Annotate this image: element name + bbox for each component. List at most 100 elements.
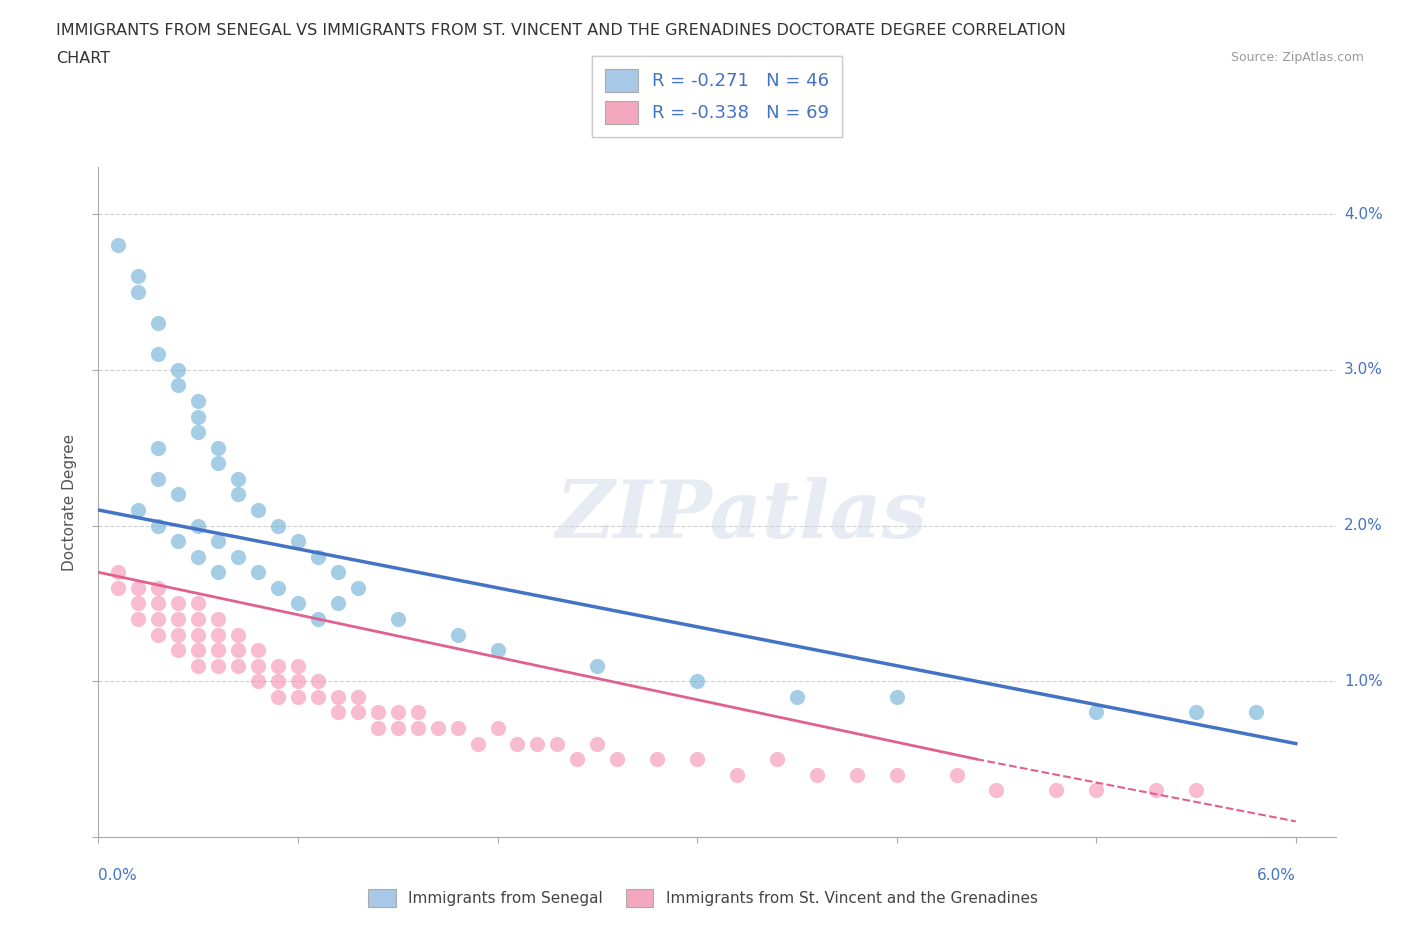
Point xyxy=(1185,783,1208,798)
Point xyxy=(486,721,509,736)
Point xyxy=(247,674,270,689)
Point xyxy=(148,472,170,486)
Point xyxy=(387,721,409,736)
Point xyxy=(167,643,190,658)
Point xyxy=(187,596,209,611)
Point xyxy=(167,378,190,392)
Point xyxy=(187,627,209,642)
Point xyxy=(606,751,628,766)
Point xyxy=(207,440,229,455)
Point xyxy=(426,721,449,736)
Point xyxy=(148,347,170,362)
Point xyxy=(506,737,529,751)
Text: 4.0%: 4.0% xyxy=(1344,206,1382,221)
Y-axis label: Doctorate Degree: Doctorate Degree xyxy=(62,433,77,571)
Point xyxy=(287,689,309,704)
Point xyxy=(786,689,808,704)
Point xyxy=(307,612,329,627)
Point xyxy=(686,751,709,766)
Point xyxy=(387,612,409,627)
Point xyxy=(187,550,209,565)
Point xyxy=(226,643,249,658)
Point xyxy=(347,689,370,704)
Point xyxy=(886,767,908,782)
Point xyxy=(187,518,209,533)
Point xyxy=(127,502,149,517)
Point xyxy=(1085,705,1108,720)
Point xyxy=(307,550,329,565)
Point xyxy=(287,674,309,689)
Point xyxy=(226,487,249,502)
Point xyxy=(1085,783,1108,798)
Point xyxy=(187,409,209,424)
Point xyxy=(347,705,370,720)
Point xyxy=(187,612,209,627)
Point xyxy=(467,737,489,751)
Point xyxy=(207,565,229,579)
Point xyxy=(526,737,548,751)
Point xyxy=(645,751,668,766)
Point xyxy=(326,705,349,720)
Point xyxy=(1244,705,1267,720)
Point xyxy=(187,425,209,440)
Point xyxy=(207,627,229,642)
Point xyxy=(247,565,270,579)
Point xyxy=(686,674,709,689)
Point xyxy=(207,534,229,549)
Point xyxy=(307,674,329,689)
Point xyxy=(187,393,209,408)
Point xyxy=(586,737,609,751)
Point xyxy=(247,658,270,673)
Point xyxy=(187,643,209,658)
Point xyxy=(148,315,170,330)
Point xyxy=(148,580,170,595)
Point xyxy=(148,596,170,611)
Point xyxy=(226,627,249,642)
Point xyxy=(127,596,149,611)
Legend: R = -0.271   N = 46, R = -0.338   N = 69: R = -0.271 N = 46, R = -0.338 N = 69 xyxy=(592,56,842,137)
Point xyxy=(267,518,290,533)
Point xyxy=(148,627,170,642)
Point xyxy=(107,580,129,595)
Point xyxy=(567,751,589,766)
Text: 6.0%: 6.0% xyxy=(1257,868,1296,883)
Point xyxy=(287,658,309,673)
Point xyxy=(446,627,468,642)
Point xyxy=(367,721,389,736)
Point xyxy=(207,643,229,658)
Point xyxy=(886,689,908,704)
Point xyxy=(127,285,149,299)
Point xyxy=(167,596,190,611)
Point xyxy=(226,472,249,486)
Point xyxy=(1144,783,1167,798)
Point xyxy=(406,721,429,736)
Point xyxy=(1185,705,1208,720)
Point xyxy=(546,737,568,751)
Point xyxy=(845,767,868,782)
Point xyxy=(387,705,409,720)
Text: 2.0%: 2.0% xyxy=(1344,518,1382,533)
Point xyxy=(127,612,149,627)
Point xyxy=(167,363,190,378)
Point xyxy=(287,534,309,549)
Point xyxy=(806,767,828,782)
Point xyxy=(267,674,290,689)
Text: CHART: CHART xyxy=(56,51,110,66)
Point xyxy=(226,550,249,565)
Text: 3.0%: 3.0% xyxy=(1344,363,1384,378)
Point xyxy=(406,705,429,720)
Point xyxy=(107,238,129,253)
Point xyxy=(187,658,209,673)
Point xyxy=(326,565,349,579)
Point xyxy=(247,502,270,517)
Point xyxy=(167,487,190,502)
Point xyxy=(148,518,170,533)
Point xyxy=(287,596,309,611)
Point xyxy=(207,456,229,471)
Text: 0.0%: 0.0% xyxy=(98,868,138,883)
Point xyxy=(207,612,229,627)
Point xyxy=(766,751,789,766)
Point xyxy=(148,440,170,455)
Text: IMMIGRANTS FROM SENEGAL VS IMMIGRANTS FROM ST. VINCENT AND THE GRENADINES DOCTOR: IMMIGRANTS FROM SENEGAL VS IMMIGRANTS FR… xyxy=(56,23,1066,38)
Point xyxy=(326,689,349,704)
